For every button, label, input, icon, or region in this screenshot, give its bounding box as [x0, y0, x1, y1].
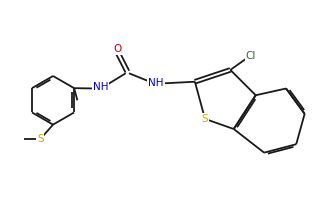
Text: Cl: Cl: [245, 51, 256, 61]
Text: S: S: [202, 114, 208, 124]
Text: NH: NH: [92, 82, 108, 92]
Text: S: S: [37, 134, 43, 144]
Text: NH: NH: [148, 78, 164, 88]
Text: O: O: [114, 44, 122, 54]
